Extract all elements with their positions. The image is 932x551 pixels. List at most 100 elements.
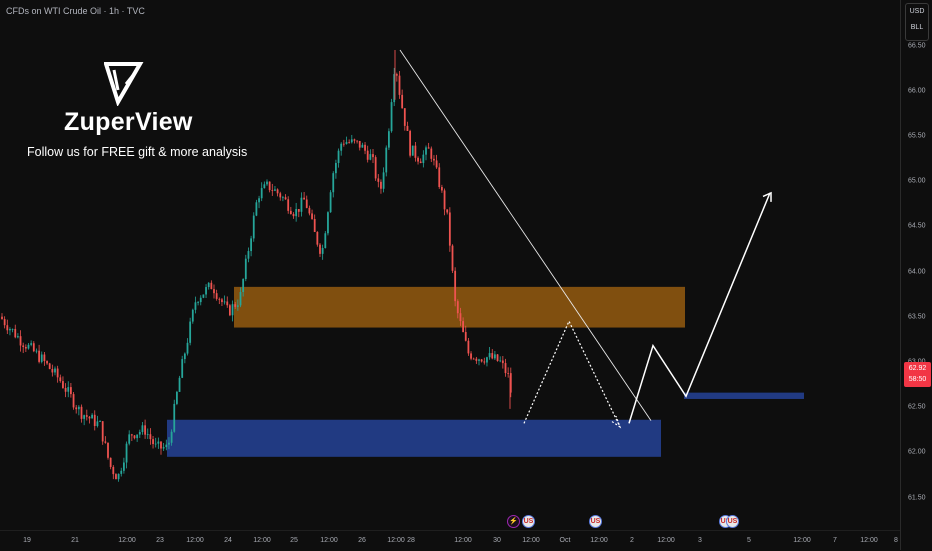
time-tick-label: 12:00 <box>253 537 271 544</box>
candle-body <box>11 328 14 330</box>
candle-body <box>101 421 104 442</box>
candle-body <box>229 305 231 316</box>
candle-body <box>395 74 398 76</box>
candle-body <box>189 321 192 343</box>
candle-body <box>324 233 327 249</box>
time-axis[interactable] <box>0 530 900 551</box>
candle-body <box>388 131 390 148</box>
candle-body <box>40 354 43 362</box>
candle-body <box>70 387 72 395</box>
candle-body <box>260 188 263 199</box>
candle-body <box>239 292 242 306</box>
candle-body <box>258 198 260 203</box>
candle-body <box>170 431 173 443</box>
candle-body <box>27 344 30 349</box>
candle-body <box>3 319 6 326</box>
candle-body <box>48 363 51 369</box>
candle-body <box>46 361 48 364</box>
candle-body <box>491 353 494 359</box>
time-tick-label: 7 <box>833 537 837 544</box>
candle-body <box>496 354 499 362</box>
candle-body <box>464 332 467 341</box>
candle-body <box>207 282 210 288</box>
candle-body <box>231 304 234 316</box>
time-tick-label: 26 <box>358 537 366 544</box>
candle-body <box>168 442 170 445</box>
candle-body <box>475 358 478 361</box>
candle-body <box>308 207 311 214</box>
candle-body <box>263 184 266 189</box>
candle-body <box>401 94 404 109</box>
us-flag-icon[interactable]: US <box>522 515 535 528</box>
candle-body <box>255 202 258 216</box>
time-tick-label: 25 <box>290 537 298 544</box>
price-tick-label: 65.50 <box>908 132 926 140</box>
time-tick-label: 12:00 <box>118 537 136 544</box>
candle-body <box>499 360 502 362</box>
candle-body <box>361 144 364 148</box>
candle-body <box>446 209 449 213</box>
candle-body <box>32 343 35 352</box>
time-tick-label: 12:00 <box>657 537 675 544</box>
candle-body <box>337 150 340 163</box>
price-tick-label: 65.00 <box>908 177 926 185</box>
drawing-layer <box>399 49 772 429</box>
us-flag-icon[interactable]: US <box>589 515 602 528</box>
candle-body <box>236 305 239 307</box>
candle-body <box>72 394 75 408</box>
candle-body <box>501 360 504 364</box>
candle-body <box>385 147 388 173</box>
candle-body <box>133 435 136 439</box>
candle-body <box>85 415 88 417</box>
candle-body <box>112 466 115 475</box>
flash-icon[interactable]: ⚡ <box>507 515 520 528</box>
candle-body <box>75 407 78 410</box>
candle-body <box>467 340 470 354</box>
time-tick-label: 12:00 <box>186 537 204 544</box>
candle-body <box>22 345 25 347</box>
candle-body <box>51 368 54 373</box>
candle-body <box>443 190 446 210</box>
candle-body <box>234 304 237 307</box>
candle-body <box>107 442 109 458</box>
candle-body <box>419 161 422 164</box>
time-tick-label: 28 <box>407 537 415 544</box>
candle-body <box>350 139 353 143</box>
currency-unit-button[interactable]: USD BLL <box>905 3 929 41</box>
candle-body <box>472 358 475 360</box>
candle-body <box>478 359 480 361</box>
candle-body <box>165 444 168 448</box>
dotted-projection-path <box>523 319 621 428</box>
candle-body <box>136 434 139 439</box>
candle-body <box>488 353 491 358</box>
candle-body <box>181 359 184 378</box>
candle-body <box>282 197 284 199</box>
time-tick-label: 12:00 <box>387 537 405 544</box>
current-price-badge: 62.92 58:50 <box>904 362 931 387</box>
candle-body <box>141 425 144 433</box>
time-tick-label: Oct <box>559 537 571 544</box>
candle-body <box>38 350 40 362</box>
candle-body <box>459 313 462 322</box>
candle-body <box>202 294 205 298</box>
candle-body <box>448 212 451 246</box>
candle-body <box>470 353 472 359</box>
candle-body <box>43 354 46 362</box>
candle-body <box>353 139 356 141</box>
demand-zone <box>167 419 661 457</box>
us-flag-icon[interactable]: US <box>726 515 739 528</box>
time-tick-label: 12:00 <box>320 537 338 544</box>
candle-body <box>435 160 438 168</box>
candle-body <box>205 287 207 295</box>
price-axis[interactable] <box>900 0 932 550</box>
bar-countdown: 58:50 <box>908 376 927 383</box>
candle-body <box>377 178 380 182</box>
candle-body <box>215 293 218 299</box>
candle-body <box>128 434 131 444</box>
candle-body <box>366 150 369 160</box>
chart-title[interactable]: CFDs on WTI Crude Oil · 1h · TVC <box>6 6 145 16</box>
candle-body <box>403 108 406 126</box>
candle-body <box>319 244 321 254</box>
